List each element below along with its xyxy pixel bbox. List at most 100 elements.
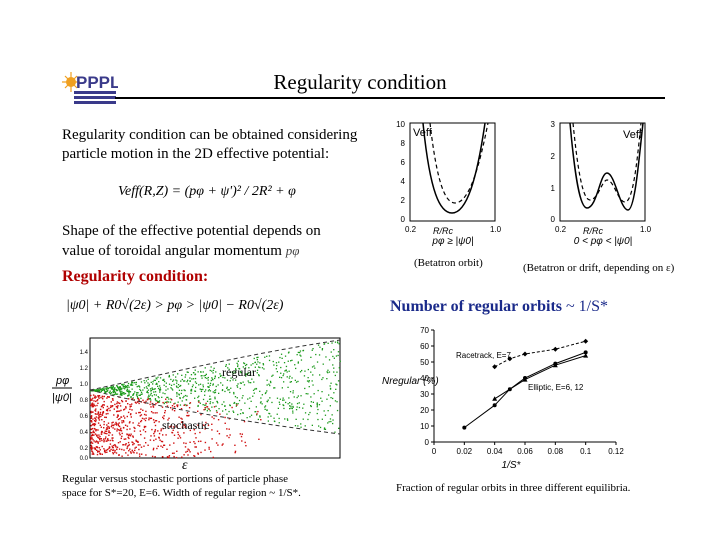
scatter-point-regular	[227, 367, 229, 369]
scatter-point-stochastic	[181, 421, 184, 424]
scatter-point-stochastic	[116, 446, 119, 448]
scatter-point-regular	[276, 413, 278, 415]
scatter-point-stochastic	[165, 398, 167, 400]
scatter-point-regular	[283, 362, 286, 364]
scatter-point-stochastic	[260, 419, 262, 421]
scatter-point-regular	[150, 381, 152, 383]
scatter-point-regular	[309, 411, 311, 414]
scatter-point-stochastic	[108, 447, 110, 450]
scatter-point-stochastic	[211, 416, 213, 418]
scatter-point-stochastic	[93, 403, 95, 405]
scatter-point-regular	[326, 398, 328, 400]
scatter-point-stochastic	[100, 431, 103, 433]
scatter-point-regular	[279, 403, 281, 405]
scatter-point-stochastic	[91, 437, 93, 439]
scatter-point-regular	[144, 382, 146, 384]
scatter-point-regular	[226, 413, 228, 415]
scatter-point-regular	[139, 394, 141, 396]
scatter-point-regular	[273, 387, 275, 389]
scatter-point-regular	[173, 383, 175, 386]
scatter-point-stochastic	[168, 456, 170, 458]
scatter-point-stochastic	[128, 450, 130, 452]
scatter-point-stochastic	[100, 433, 103, 435]
scatter-point-regular	[209, 395, 211, 397]
scatter-point-regular	[207, 379, 209, 381]
scatter-point-regular	[270, 381, 272, 384]
scatter-point-stochastic	[152, 406, 155, 408]
scatter-point-stochastic	[91, 427, 94, 430]
scatter-point-regular	[221, 389, 224, 392]
scatter-point-regular	[214, 375, 216, 377]
scatter-point-stochastic	[143, 401, 145, 403]
scatter-point-stochastic	[141, 453, 143, 455]
scatter-point-stochastic	[104, 430, 106, 432]
scatter-point-regular	[282, 374, 284, 377]
stochastic-label: stochastic	[162, 418, 210, 432]
scatter-point-stochastic	[131, 449, 133, 452]
scatter-point-regular	[208, 389, 210, 391]
scatter-point-regular	[114, 388, 116, 390]
scatter-point-regular	[172, 380, 174, 382]
scatter-point-stochastic	[256, 413, 258, 415]
scatter-point-stochastic	[132, 436, 134, 438]
scatter-point-regular	[204, 408, 206, 411]
scatter-point-regular	[285, 365, 288, 368]
scatter-point-regular	[155, 383, 157, 385]
scatter-point-regular	[149, 397, 151, 400]
scatter-point-stochastic	[126, 425, 129, 427]
scatter-point-stochastic	[189, 402, 192, 404]
scatter-point-regular	[113, 389, 115, 391]
scatter-point-regular	[199, 383, 202, 385]
scatter-point-regular	[240, 409, 242, 411]
scatter-point-regular	[131, 384, 134, 386]
scatter-point-stochastic	[105, 449, 108, 451]
scatter-point-regular	[209, 401, 212, 403]
scatter-point-stochastic	[138, 399, 140, 401]
scatter-point-regular	[283, 373, 285, 375]
scatter-point-regular	[228, 389, 230, 391]
scatter-point-stochastic	[91, 406, 93, 408]
scatter-point-stochastic	[224, 416, 226, 419]
scatter-point-stochastic	[185, 451, 187, 453]
scatter-point-regular	[253, 381, 255, 383]
chart-caption: Fraction of regular orbits in three diff…	[396, 482, 631, 494]
scatter-point-stochastic	[146, 399, 149, 401]
scatter-point-stochastic	[125, 407, 127, 409]
scatter-point-regular	[130, 384, 132, 386]
scatter-point-regular	[158, 388, 161, 391]
scatter-point-regular	[148, 385, 150, 387]
scatter-point-regular	[209, 410, 211, 412]
scatter-point-regular	[317, 344, 320, 346]
left-ytick: 8	[401, 139, 406, 148]
scatter-point-regular	[176, 393, 178, 395]
scatter-point-regular	[236, 385, 238, 387]
scatter-point-stochastic	[140, 419, 143, 422]
scatter-point-stochastic	[111, 437, 113, 439]
scatter-point-stochastic	[147, 444, 149, 446]
scatter-point-stochastic	[155, 438, 157, 440]
scatter-point-stochastic	[96, 446, 98, 448]
intro-text: Regularity condition can be obtained con…	[62, 126, 392, 164]
scatter-point-regular	[156, 383, 158, 385]
scatter-point-stochastic	[226, 428, 228, 430]
scatter-point-stochastic	[110, 406, 112, 409]
scatter-point-stochastic	[103, 439, 105, 442]
annotation-racetrack: Racetrack, E=7	[456, 351, 511, 360]
scatter-point-regular	[262, 363, 264, 365]
scatter-point-regular	[121, 384, 123, 386]
scatter-point-regular	[136, 392, 138, 394]
scatter-point-stochastic	[127, 411, 130, 414]
scatter-point-regular	[268, 359, 271, 362]
scatter-point-stochastic	[194, 442, 196, 445]
scatter-point-regular	[202, 404, 204, 406]
scatter-point-regular	[112, 390, 114, 393]
scatter-point-regular	[292, 392, 294, 394]
scatter-point-regular	[337, 341, 339, 343]
scatter-point-regular	[159, 387, 161, 389]
chart-xtick-label: 0	[432, 447, 437, 456]
scatter-point-regular	[129, 384, 132, 386]
scatter-point-stochastic	[90, 398, 92, 400]
scatter-point-stochastic	[90, 425, 92, 427]
scatter-point-regular	[153, 391, 155, 393]
scatter-point-regular	[332, 364, 334, 366]
